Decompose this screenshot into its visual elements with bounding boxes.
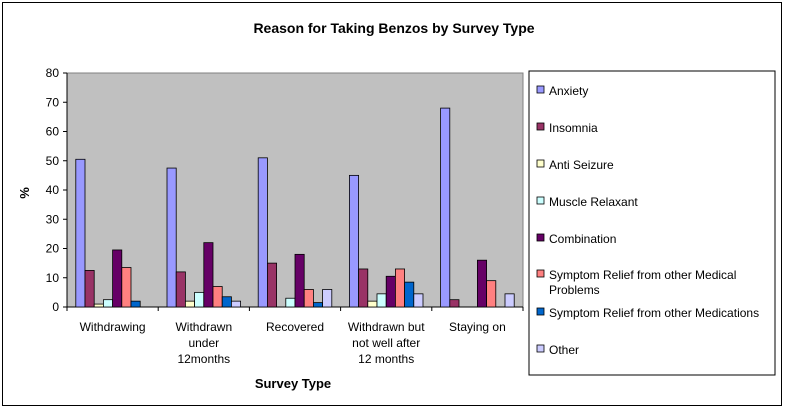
legend-swatch xyxy=(536,122,545,131)
bar xyxy=(312,302,323,308)
x-axis-title: Survey Type xyxy=(255,376,331,391)
bar xyxy=(504,293,515,308)
bar xyxy=(413,293,424,308)
legend-box xyxy=(528,70,776,376)
y-tick-label: 0 xyxy=(52,300,59,314)
legend-label: Muscle Relaxant xyxy=(549,195,638,209)
bar xyxy=(203,242,214,308)
bar xyxy=(394,268,405,308)
bar xyxy=(221,296,232,308)
legend-label: Symptom Relief from other Medical Problem… xyxy=(549,268,736,297)
bar xyxy=(404,281,415,308)
bar xyxy=(303,289,314,308)
y-axis-title: % xyxy=(17,187,32,199)
y-tick-label: 20 xyxy=(46,242,60,256)
bar xyxy=(385,275,396,308)
legend-label: Other xyxy=(549,343,579,357)
bars xyxy=(75,107,515,308)
bar xyxy=(121,267,132,308)
y-tick-label: 50 xyxy=(46,154,60,168)
legend-swatch xyxy=(536,269,545,278)
bar-chart: Reason for Taking Benzos by Survey Type … xyxy=(17,20,776,391)
bar xyxy=(486,280,497,308)
bar xyxy=(285,297,296,308)
y-tick-label: 30 xyxy=(46,212,60,226)
bar xyxy=(294,253,305,308)
x-tick-label: Withdrawn under 12months xyxy=(175,320,232,366)
bar xyxy=(322,289,333,308)
legend-label: Symptom Relief from other Medications xyxy=(549,306,759,320)
bar xyxy=(175,271,186,308)
legend-swatch xyxy=(536,196,545,205)
bar xyxy=(476,259,487,308)
x-axis-ticks: Withdrawing Withdrawn under 12months Recover… xyxy=(66,307,524,366)
legend-swatch xyxy=(536,233,545,242)
bar xyxy=(184,300,195,308)
bar xyxy=(440,107,451,308)
bar xyxy=(103,299,114,308)
chart-title: Reason for Taking Benzos by Survey Type xyxy=(253,20,534,36)
bar xyxy=(130,300,141,308)
bar xyxy=(112,249,123,308)
y-axis-ticks: 0 10 20 30 40 50 60 70 80 xyxy=(46,66,67,314)
legend: Anxiety Insomnia Anti Seizure Muscle Relaxa… xyxy=(528,70,776,376)
bar xyxy=(75,158,86,308)
x-tick-label: Withdrawing xyxy=(80,320,146,334)
y-tick-label: 40 xyxy=(46,183,60,197)
bar xyxy=(367,300,378,308)
y-tick-label: 60 xyxy=(46,125,60,139)
x-tick-label: Withdrawn but not well after 12 months xyxy=(348,320,425,366)
legend-swatch xyxy=(536,307,545,316)
legend-swatch xyxy=(536,159,545,168)
bar xyxy=(376,293,387,308)
legend-swatch xyxy=(536,85,545,94)
bar xyxy=(230,300,241,308)
bar xyxy=(358,268,369,308)
x-tick-label: Recovered xyxy=(266,320,324,334)
y-tick-label: 10 xyxy=(46,271,60,285)
bar xyxy=(84,270,95,308)
bar xyxy=(93,303,104,308)
legend-label: Anti Seizure xyxy=(549,158,614,172)
legend-label: Insomnia xyxy=(549,121,598,135)
bar xyxy=(257,157,268,308)
y-tick-label: 70 xyxy=(46,95,60,109)
chart-frame: Reason for Taking Benzos by Survey Type … xyxy=(2,2,782,406)
legend-label: Anxiety xyxy=(549,84,588,98)
bar xyxy=(348,174,359,308)
bar xyxy=(449,299,460,308)
y-tick-label: 80 xyxy=(46,66,60,80)
x-tick-label: Staying on xyxy=(449,320,506,334)
legend-swatch xyxy=(536,344,545,353)
bar xyxy=(212,286,223,308)
bar xyxy=(194,291,205,308)
bar xyxy=(266,262,277,308)
bar xyxy=(166,167,177,308)
legend-label: Combination xyxy=(549,232,616,246)
